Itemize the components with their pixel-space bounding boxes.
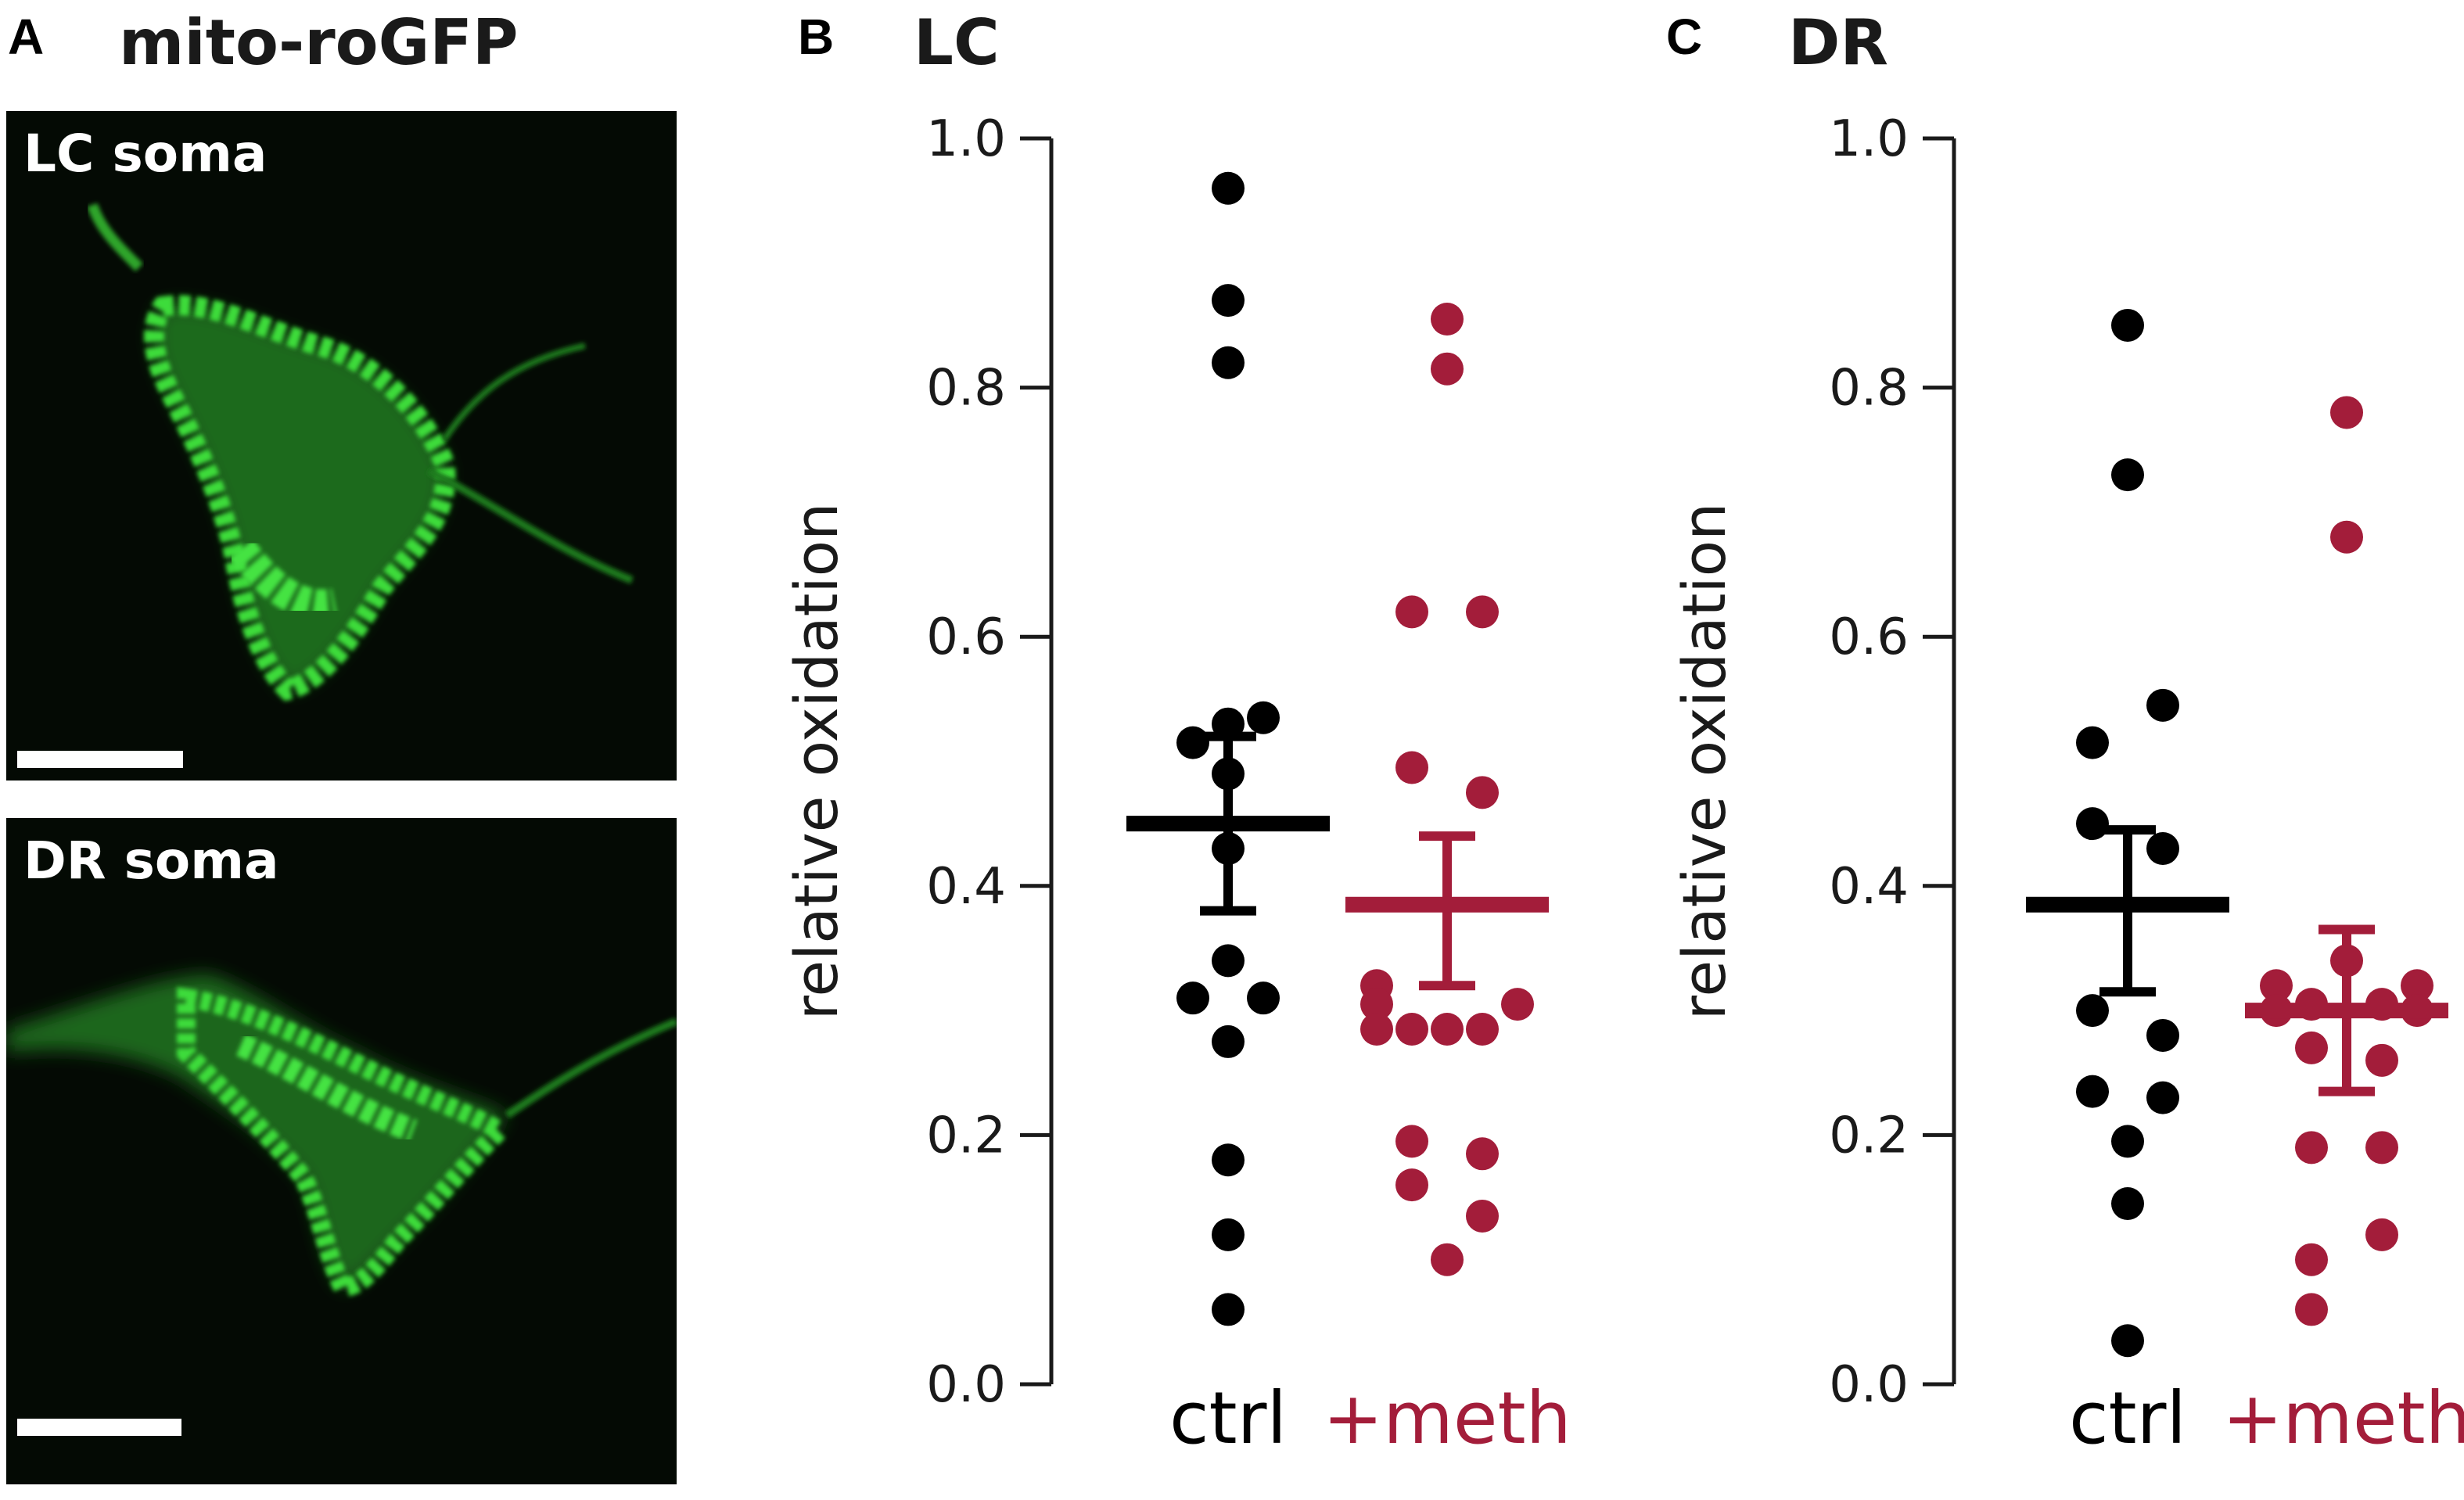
y-tick-label: 0.8 — [926, 360, 1006, 418]
data-point-meth — [1395, 1125, 1428, 1158]
data-point-ctrl — [2111, 1187, 2144, 1221]
category-label-meth: +meth — [1323, 1376, 1571, 1460]
data-point-meth — [2401, 969, 2433, 1003]
y-tick-label: 0.8 — [1829, 360, 1909, 418]
data-point-ctrl — [2076, 726, 2109, 759]
data-point-ctrl — [1212, 1025, 1245, 1058]
data-point-meth — [2295, 1243, 2328, 1276]
data-point-meth — [2260, 969, 2293, 1003]
data-point-ctrl — [2111, 458, 2144, 492]
y-tick-label: 0.2 — [926, 1107, 1006, 1164]
data-point-ctrl — [1176, 981, 1209, 1015]
data-point-meth — [1431, 1243, 1464, 1276]
data-point-ctrl — [1212, 1143, 1245, 1177]
data-point-meth — [2330, 520, 2363, 554]
category-label-meth: +meth — [2222, 1376, 2464, 1460]
data-point-ctrl — [2146, 1018, 2179, 1052]
data-point-meth — [1466, 595, 1499, 629]
data-point-ctrl — [2146, 1081, 2179, 1114]
data-point-meth — [1431, 352, 1464, 386]
data-point-meth — [2365, 1218, 2398, 1251]
y-axis-label: relative oxidation — [1669, 503, 1739, 1020]
data-point-meth — [1466, 1199, 1499, 1233]
data-point-meth — [1395, 1012, 1428, 1046]
y-tick-label: 0.2 — [1829, 1107, 1909, 1164]
data-point-ctrl — [2076, 807, 2109, 841]
lc-oxidation-chart: 0.0 0.2 0.4 0.6 0.8 1.0 relative oxidation ctrl… — [781, 110, 1571, 1460]
category-label-ctrl: ctrl — [1169, 1376, 1287, 1460]
data-point-ctrl — [2111, 1125, 2144, 1158]
data-point-meth — [1360, 988, 1393, 1021]
dr-soma-fluorescence — [6, 974, 677, 1297]
data-point-ctrl — [2076, 994, 2109, 1028]
data-point-meth — [2330, 396, 2363, 429]
data-point-ctrl — [1212, 1218, 1245, 1251]
y-tick-label: 0.6 — [926, 608, 1006, 666]
data-point-ctrl — [1176, 726, 1209, 759]
lc-soma-cell-body — [87, 203, 634, 702]
panel-a-letter: A — [8, 9, 45, 65]
y-tick-label: 1.0 — [1829, 110, 1909, 168]
y-axis-label: relative oxidation — [781, 503, 851, 1020]
data-point-ctrl — [1212, 171, 1245, 205]
data-point-ctrl — [1212, 284, 1245, 318]
data-point-meth — [2365, 1131, 2398, 1164]
data-point-meth — [1466, 776, 1499, 809]
dr-scale-bar — [17, 1419, 181, 1436]
data-point-meth — [2295, 1031, 2328, 1064]
dr-soma-cell-body — [6, 974, 677, 1297]
data-point-ctrl — [1212, 346, 1245, 379]
y-tick-label: 1.0 — [926, 110, 1006, 168]
dr-oxidation-chart: 0.0 0.2 0.4 0.6 0.8 1.0 relative oxidation ctrl… — [1669, 110, 2464, 1460]
lc-soma-fluorescence — [87, 203, 634, 702]
panel-b-letter: B — [798, 9, 835, 65]
dr-soma-label: DR soma — [23, 831, 279, 891]
lc-scale-bar — [17, 751, 183, 768]
data-point-ctrl — [1212, 1293, 1245, 1326]
data-point-ctrl — [1212, 944, 1245, 978]
data-point-ctrl — [2146, 832, 2179, 866]
category-label-ctrl: ctrl — [2069, 1376, 2186, 1460]
data-point-meth — [1501, 988, 1534, 1021]
panel-b-title: LC — [914, 6, 1000, 79]
data-point-ctrl — [2111, 308, 2144, 342]
data-point-meth — [1395, 595, 1428, 629]
data-point-ctrl — [2146, 688, 2179, 722]
data-point-meth — [1466, 1012, 1499, 1046]
data-point-meth — [1395, 1168, 1428, 1202]
data-point-ctrl — [1247, 981, 1280, 1015]
panel-a-title: mito-roGFP — [119, 6, 519, 79]
y-tick-label: 0.0 — [926, 1356, 1006, 1414]
data-point-ctrl — [2111, 1324, 2144, 1358]
y-tick-label: 0.6 — [1829, 608, 1909, 666]
data-point-meth — [1360, 1012, 1393, 1046]
lc-soma-label: LC soma — [23, 124, 268, 184]
data-point-meth — [1395, 751, 1428, 784]
data-point-meth — [1466, 1137, 1499, 1171]
y-tick-label: 0.0 — [1829, 1356, 1909, 1414]
y-tick-label: 0.4 — [926, 858, 1006, 916]
data-point-meth — [2295, 1131, 2328, 1164]
micrograph-dr-soma: DR soma — [6, 818, 677, 1484]
data-point-ctrl — [2076, 1075, 2109, 1108]
data-point-ctrl — [1247, 701, 1280, 734]
micrograph-lc-soma: LC soma — [6, 111, 677, 781]
data-point-meth — [1431, 302, 1464, 336]
panel-c-letter: C — [1666, 9, 1703, 65]
data-point-meth — [2365, 1043, 2398, 1077]
panel-c-title: DR — [1788, 6, 1889, 79]
y-tick-label: 0.4 — [1829, 858, 1909, 916]
data-point-meth — [1431, 1012, 1464, 1046]
data-point-meth — [2295, 1293, 2328, 1326]
